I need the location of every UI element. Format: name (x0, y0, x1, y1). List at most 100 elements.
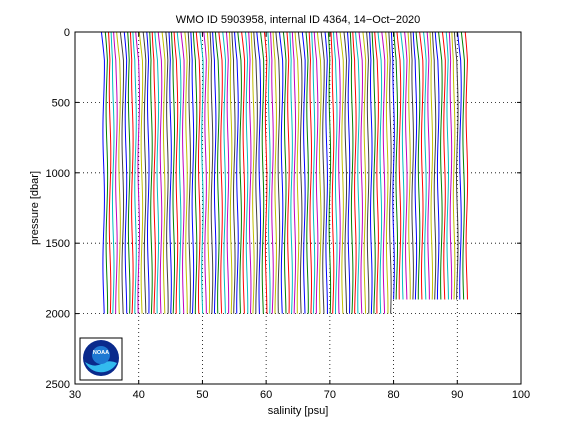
salinity-profile (286, 31, 290, 314)
salinity-profile (180, 31, 185, 314)
salinity-profile (412, 31, 418, 300)
logo-text: NOAA (93, 350, 109, 356)
salinity-profile (320, 31, 325, 314)
salinity-profile (248, 31, 252, 314)
salinity-profile (184, 31, 188, 314)
salinity-profile (311, 31, 316, 314)
salinity-profile (305, 31, 309, 314)
salinity-profile (332, 31, 338, 314)
salinity-profile (330, 31, 335, 314)
salinity-profile (176, 31, 182, 314)
salinity-profile (199, 31, 204, 314)
salinity-profile (396, 31, 402, 300)
salinity-profile (231, 31, 236, 314)
salinity-profile (324, 31, 328, 314)
salinity-profile (190, 31, 195, 314)
salinity-profile (234, 31, 239, 314)
y-tick-label: 2500 (46, 379, 70, 391)
salinity-profile (429, 31, 434, 300)
salinity-profile (168, 31, 172, 314)
salinity-profile (339, 31, 344, 314)
salinity-profile (415, 31, 421, 300)
salinity-profile (297, 31, 303, 314)
y-tick-label: 1500 (46, 238, 70, 250)
salinity-profile (138, 31, 144, 314)
salinity-profile (445, 31, 449, 300)
plot-frame (74, 31, 522, 385)
x-tick-label: 40 (133, 389, 145, 401)
salinity-profile (313, 31, 319, 314)
x-tick-label: 70 (324, 389, 336, 401)
salinity-profile (270, 31, 274, 314)
salinity-profile (157, 31, 163, 314)
y-tick-label: 1000 (46, 168, 70, 180)
salinity-profile (110, 31, 115, 314)
salinity-profile (460, 31, 465, 300)
salinity-profile (187, 31, 191, 314)
salinity-profile (151, 31, 156, 314)
salinity-profile (228, 31, 233, 314)
salinity-profile (327, 31, 332, 314)
salinity-profile (301, 31, 306, 314)
y-tick-label: 500 (52, 97, 70, 109)
salinity-profile (275, 31, 281, 314)
salinity-profile (129, 31, 134, 314)
salinity-profile (260, 31, 265, 314)
x-tick-label: 90 (451, 389, 463, 401)
salinity-profile (441, 31, 446, 300)
salinity-profile (142, 31, 147, 314)
salinity-profile (161, 31, 166, 314)
salinity-profile (206, 31, 211, 314)
salinity-profile (423, 31, 427, 300)
salinity-profile (267, 31, 271, 314)
salinity-profile (253, 31, 258, 314)
salinity-profile (146, 31, 150, 314)
salinity-profile (388, 31, 392, 314)
salinity-profile (381, 31, 386, 314)
salinity-profile (371, 31, 376, 314)
salinity-profile (377, 31, 383, 314)
salinity-profile (426, 31, 430, 300)
x-tick-label: 80 (387, 389, 399, 401)
salinity-profile (400, 31, 405, 300)
salinity-profile (149, 31, 153, 314)
salinity-profile (209, 31, 214, 314)
salinity-profile (123, 31, 128, 314)
logo-wave (85, 361, 117, 373)
salinity-profile (438, 31, 443, 300)
salinity-profile (132, 31, 137, 314)
salinity-profile (316, 31, 322, 314)
salinity-profile (195, 31, 201, 314)
x-tick-label: 30 (69, 389, 81, 401)
salinity-profile (335, 31, 341, 314)
x-tick-label: 50 (196, 389, 208, 401)
salinity-profile (218, 31, 223, 314)
salinity-profile (173, 31, 179, 314)
salinity-profile (374, 31, 379, 314)
x-tick-label: 60 (260, 389, 272, 401)
salinity-profile (352, 31, 357, 314)
salinity-profile (222, 31, 226, 314)
salinity-profile (358, 31, 363, 314)
salinity-profile (343, 31, 348, 314)
salinity-profile (419, 31, 424, 300)
salinity-profile (294, 31, 300, 314)
salinity-profile (256, 31, 262, 314)
salinity-profile (289, 31, 293, 314)
salinity-profile (404, 31, 408, 300)
salinity-profile (225, 31, 230, 314)
salinity-profile (272, 31, 277, 314)
salinity-profile (434, 31, 440, 300)
salinity-profile (453, 31, 459, 300)
y-tick-label: 0 (64, 27, 70, 39)
salinity-profile (241, 31, 246, 314)
salinity-profile (355, 31, 360, 314)
salinity-profile (282, 31, 287, 314)
salinity-profile (165, 31, 169, 314)
x-axis-title: salinity [psu] (268, 405, 329, 417)
salinity-profile (116, 31, 121, 314)
salinity-profile (127, 31, 131, 314)
salinity-profile (203, 31, 207, 314)
salinity-profile (237, 31, 242, 314)
